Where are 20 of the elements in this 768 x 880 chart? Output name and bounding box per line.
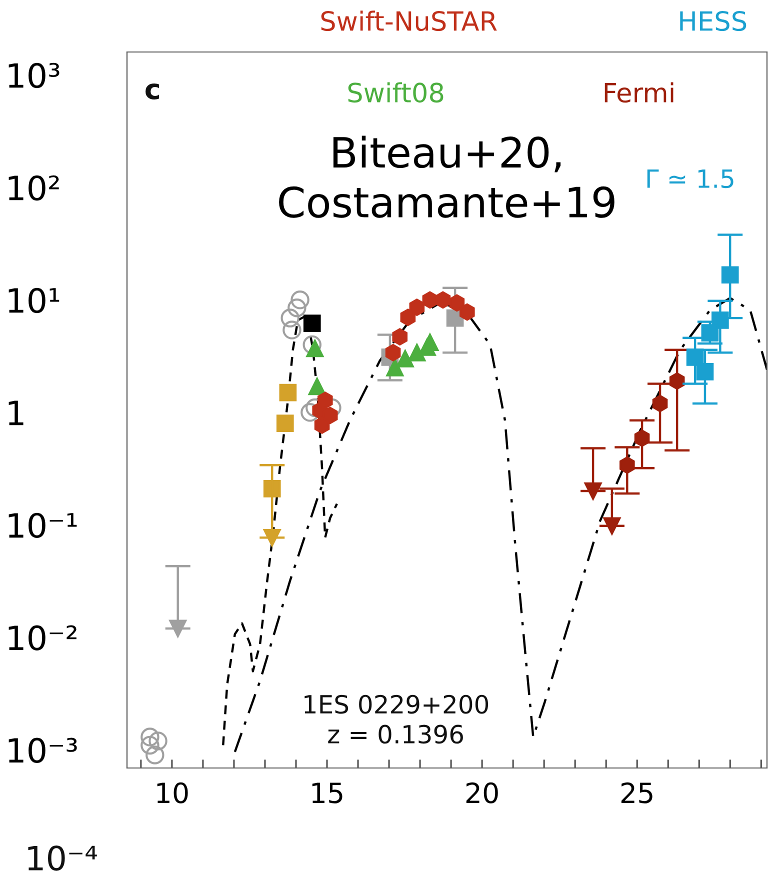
x-tick-label: 25: [621, 782, 652, 804]
y-tick-label: 10⁻³: [8, 738, 77, 764]
annotation: Biteau+20, Costamante+19: [279, 136, 614, 218]
y-tick-label: 10¹: [8, 288, 60, 314]
text: Swift08: [348, 82, 444, 103]
x-tick-label: 20: [466, 782, 498, 804]
annotation: c: [146, 83, 159, 100]
annotation: 1ES 0229+200 z = 0.1396: [304, 694, 488, 744]
text: Fermi: [604, 82, 674, 103]
x-tick-label: 15: [312, 782, 342, 804]
y-tick-label: 1: [8, 400, 24, 426]
y-tick-label: 10³: [8, 62, 60, 88]
text: Swift-NuSTAR: [321, 10, 497, 32]
text: HESS: [680, 11, 746, 32]
y-tick-label: 10⁻²: [8, 625, 76, 651]
text: 10⁻⁴: [28, 846, 97, 871]
x-tick-label: 10: [157, 782, 188, 804]
annotation: Γ ≃ 1.5: [647, 170, 734, 188]
y-tick-label: 10²: [8, 175, 59, 201]
y-tick-label: 10⁻¹: [8, 512, 77, 538]
